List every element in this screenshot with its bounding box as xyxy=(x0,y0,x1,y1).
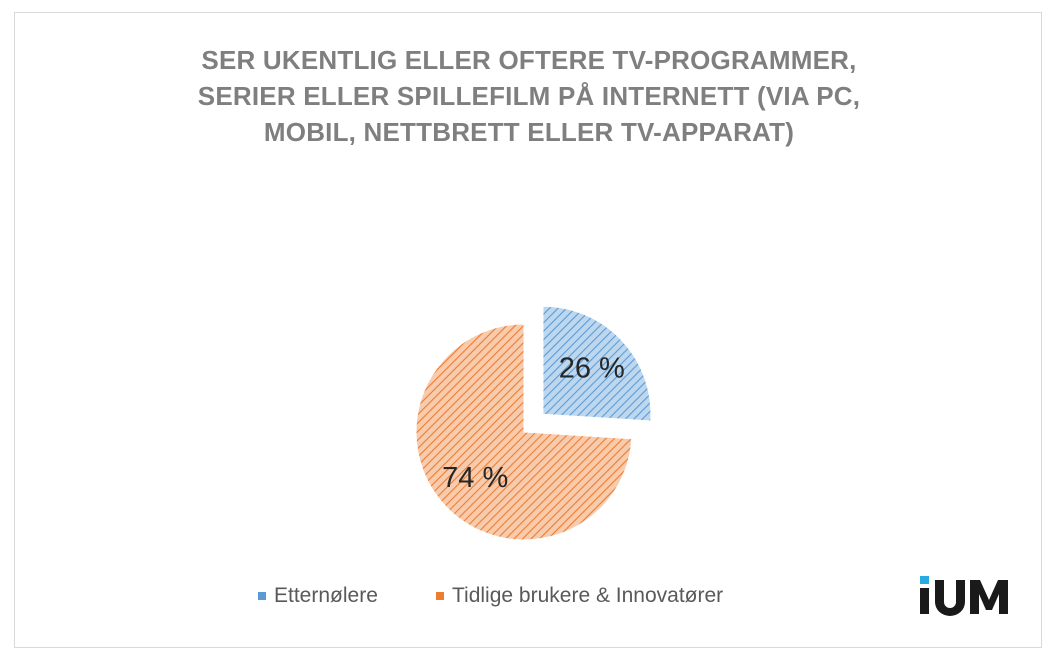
chart-title-line-3: MOBIL, NETTBRETT ELLER TV-APPARAT) xyxy=(263,117,795,147)
chart-title: SER UKENTLIG ELLER OFTERE TV-PROGRAMMER,… xyxy=(0,42,1058,150)
chart-title-line-2: SERIER ELLER SPILLEFILM PÅ INTERNETT (VI… xyxy=(197,81,861,111)
chart-title-line-1: SER UKENTLIG ELLER OFTERE TV-PROGRAMMER, xyxy=(201,45,857,75)
ium-logo xyxy=(920,576,1008,616)
pie-slice-tidlige-brukere xyxy=(415,323,633,541)
slice-data-label: 26 % xyxy=(559,352,625,384)
slice-data-label: 74 % xyxy=(442,462,508,494)
legend-item-etternolere: Etternølere xyxy=(258,584,378,608)
legend-swatch xyxy=(258,592,266,600)
legend-swatch xyxy=(436,592,444,600)
chart-frame xyxy=(14,12,1042,648)
legend-label: Etternølere xyxy=(274,584,378,607)
legend-item-tidlige-brukere: Tidlige brukere & Innovatører xyxy=(436,584,723,608)
pie-slice-etternolere xyxy=(542,305,652,422)
legend-label: Tidlige brukere & Innovatører xyxy=(452,584,724,607)
